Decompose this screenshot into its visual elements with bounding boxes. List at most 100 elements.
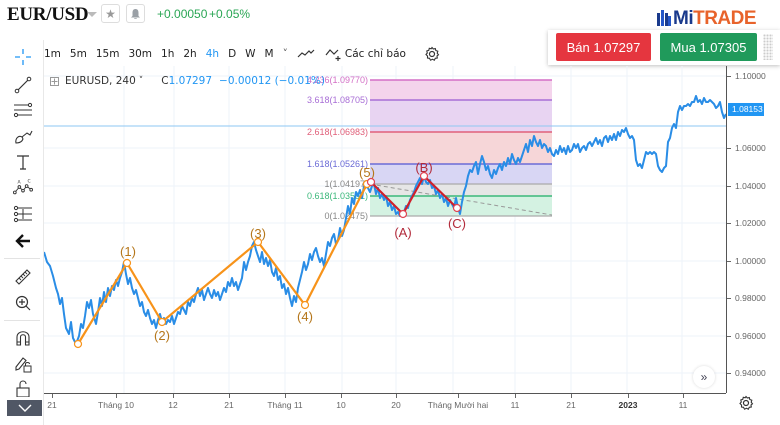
indicators-label: Các chỉ báo — [344, 48, 406, 60]
alert-button[interactable] — [126, 4, 145, 23]
fib-retracement-icon — [13, 102, 33, 118]
legend-change: −0.00012 (−0.01%) — [219, 75, 325, 87]
mitrade-logo-icon — [657, 10, 671, 26]
text-tool[interactable] — [13, 152, 33, 172]
lock-drawings-tool[interactable] — [13, 354, 33, 374]
expand-legend-icon[interactable] — [50, 76, 59, 86]
trend-line-icon — [14, 76, 32, 94]
fib-level-label: 4.236(1.09770) — [307, 75, 368, 85]
scroll-to-latest-button[interactable]: » — [693, 366, 715, 388]
axis-settings-gear-icon[interactable] — [738, 395, 754, 411]
price-chart[interactable]: 4.236(1.09770) 3.618(1.08705) 2.618(1.06… — [44, 66, 726, 393]
text-icon — [17, 155, 29, 170]
wave-label-5: (5) — [359, 165, 375, 180]
price-label: 0.94000 — [735, 368, 766, 378]
timeframe-1h[interactable]: 1h — [161, 48, 175, 60]
svg-text:C: C — [28, 178, 31, 184]
double-chevron-right-icon: » — [700, 370, 708, 384]
symbol-dropdown-icon[interactable] — [87, 12, 97, 17]
current-price-badge: 1.08153 — [728, 103, 764, 116]
toolbar-divider — [4, 258, 40, 259]
gear-icon — [425, 46, 440, 61]
price-axis[interactable]: 1.10000 1.06000 1.04000 1.02000 1.00000 … — [726, 66, 780, 393]
symbol-title[interactable]: EUR/USD — [7, 4, 89, 25]
legend-chevron-icon[interactable]: ˅ — [138, 76, 144, 86]
wave-label-3: (3) — [250, 226, 266, 241]
lock-drawings-icon — [15, 357, 32, 373]
fib-level-label: 1(1.04197) — [324, 179, 368, 189]
time-label: 11 — [510, 400, 520, 410]
legend-symbol[interactable]: EURUSD, 240 — [65, 75, 136, 87]
time-label: 12 — [168, 400, 178, 410]
time-label: 10 — [336, 400, 346, 410]
drag-handle[interactable] — [763, 34, 773, 60]
chart-type-button[interactable] — [297, 49, 315, 59]
chart-settings-button[interactable] — [424, 46, 440, 62]
ruler-tool[interactable] — [13, 267, 33, 287]
timeframe-5m[interactable]: 5m — [69, 48, 87, 60]
collapse-toolbar-button[interactable] — [7, 400, 42, 416]
timeframe-m[interactable]: M — [264, 48, 274, 60]
remove-drawings-tool[interactable] — [13, 231, 33, 251]
favorite-button[interactable]: ★ — [101, 4, 120, 23]
trade-panel: Bán 1.07297 Mua 1.07305 — [548, 30, 780, 65]
buy-button[interactable]: Mua 1.07305 — [660, 33, 757, 61]
crosshair-icon — [15, 49, 31, 65]
legend-close-value: 1.07297 — [168, 75, 213, 87]
mitrade-logo: MiTRADE — [657, 8, 757, 30]
timeframe-1m[interactable]: 1m — [44, 48, 61, 60]
chevron-down-icon — [18, 404, 31, 412]
time-label: 2023 — [618, 400, 638, 410]
price-label: 1.06000 — [735, 143, 766, 153]
timeframe-2h[interactable]: 2h — [183, 48, 197, 60]
ruler-icon — [15, 269, 31, 285]
star-icon: ★ — [105, 6, 116, 21]
indicators-button[interactable]: Các chỉ báo — [325, 47, 406, 61]
lock-all-tool[interactable] — [13, 378, 33, 398]
time-label: 21 — [47, 400, 57, 410]
elliott-corrective-wave[interactable]: (A) (B) (C) — [366, 160, 467, 240]
price-label: 1.04000 — [735, 181, 766, 191]
time-label: 20 — [391, 400, 401, 410]
prediction-tool[interactable] — [13, 204, 33, 224]
wave-label-a: (A) — [394, 225, 411, 240]
time-label: Tháng 10 — [98, 400, 134, 410]
legend-close-prefix: C — [161, 75, 169, 87]
elliott-impulse-wave[interactable]: (1) (2) (3) (4) (5) — [73, 165, 375, 349]
price-label: 1.10000 — [735, 71, 766, 81]
wave-label-2: (2) — [154, 328, 170, 343]
fib-retracement-tool[interactable] — [13, 101, 33, 121]
zoom-in-tool[interactable] — [13, 293, 33, 313]
wave-label-4: (4) — [297, 309, 313, 324]
sell-button[interactable]: Bán 1.07297 — [556, 33, 651, 61]
more-timeframes-chevron-icon[interactable]: ˅ — [282, 48, 288, 60]
timeframe-4h[interactable]: 4h — [205, 48, 220, 60]
fib-level-label: 3.618(1.08705) — [307, 95, 368, 105]
trend-line-tool[interactable] — [13, 75, 33, 95]
timeframe-30m[interactable]: 30m — [128, 48, 153, 60]
timeframe-15m[interactable]: 15m — [95, 48, 120, 60]
price-label: 1.02000 — [735, 218, 766, 228]
magnet-tool[interactable] — [13, 328, 33, 348]
line-chart-icon — [297, 49, 315, 58]
wave-label-c: (C) — [448, 216, 466, 231]
time-axis[interactable]: 21 Tháng 10 12 21 Tháng 11 10 20 Tháng M… — [44, 393, 726, 415]
timeframe-w[interactable]: W — [245, 48, 256, 60]
time-label: 21 — [224, 400, 234, 410]
grid — [44, 66, 726, 393]
timeframe-d[interactable]: D — [228, 48, 237, 60]
brush-tool[interactable] — [13, 127, 33, 147]
time-label: 21 — [566, 400, 576, 410]
chart-toolbar: 1m 5m 15m 30m 1h 2h 4h D W M ˅ Các chỉ b… — [44, 43, 450, 65]
price-change-percent: +0.05% — [209, 7, 251, 21]
back-arrow-icon — [15, 234, 30, 248]
price-change: +0.00050 — [157, 7, 208, 21]
zoom-in-icon — [15, 295, 31, 311]
time-label: 11 — [678, 400, 688, 410]
wave-label-1: (1) — [120, 244, 136, 259]
crosshair-tool[interactable] — [13, 47, 33, 67]
